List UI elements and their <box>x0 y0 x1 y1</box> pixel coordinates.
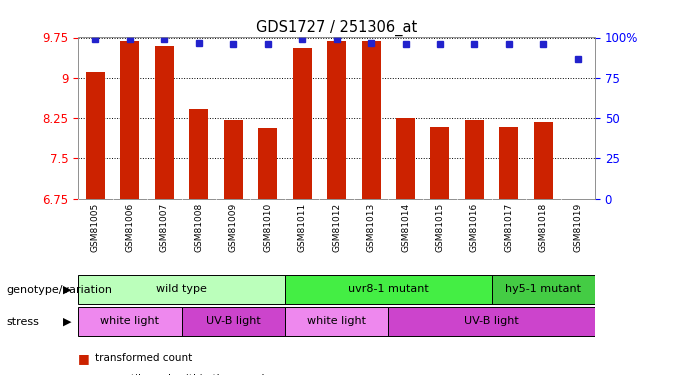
Text: GSM81015: GSM81015 <box>435 202 445 252</box>
Title: GDS1727 / 251306_at: GDS1727 / 251306_at <box>256 20 418 36</box>
Text: GSM81018: GSM81018 <box>539 202 548 252</box>
Text: GSM81007: GSM81007 <box>160 202 169 252</box>
Bar <box>492 275 595 304</box>
Bar <box>120 41 139 199</box>
Text: uvr8-1 mutant: uvr8-1 mutant <box>348 284 428 294</box>
Text: GSM81005: GSM81005 <box>91 202 100 252</box>
Text: UV-B light: UV-B light <box>464 316 519 326</box>
Bar <box>292 48 311 199</box>
Text: GSM81017: GSM81017 <box>505 202 513 252</box>
Text: white light: white light <box>307 316 366 326</box>
Text: GSM81019: GSM81019 <box>573 202 582 252</box>
Bar <box>430 127 449 199</box>
Text: ■: ■ <box>78 372 90 375</box>
Text: hy5-1 mutant: hy5-1 mutant <box>505 284 581 294</box>
Text: genotype/variation: genotype/variation <box>7 285 113 295</box>
Text: GSM81010: GSM81010 <box>263 202 272 252</box>
Bar <box>396 118 415 199</box>
Text: GSM81006: GSM81006 <box>125 202 135 252</box>
Bar <box>534 122 553 199</box>
Text: percentile rank within the sample: percentile rank within the sample <box>95 374 271 375</box>
Text: GSM81008: GSM81008 <box>194 202 203 252</box>
Text: GSM81014: GSM81014 <box>401 202 410 252</box>
Text: UV-B light: UV-B light <box>206 316 260 326</box>
Text: ▶: ▶ <box>63 285 71 295</box>
Text: GSM81011: GSM81011 <box>298 202 307 252</box>
Text: GSM81016: GSM81016 <box>470 202 479 252</box>
Text: wild type: wild type <box>156 284 207 294</box>
Bar <box>78 307 182 336</box>
Text: white light: white light <box>101 316 159 326</box>
Text: ▶: ▶ <box>63 316 71 327</box>
Text: GSM81009: GSM81009 <box>228 202 238 252</box>
Bar <box>86 72 105 199</box>
Bar <box>258 128 277 199</box>
Bar <box>224 120 243 199</box>
Text: GSM81012: GSM81012 <box>332 202 341 252</box>
Text: transformed count: transformed count <box>95 353 192 363</box>
Bar <box>499 127 518 199</box>
Bar <box>182 307 285 336</box>
Bar <box>327 41 346 199</box>
Bar <box>388 307 595 336</box>
Bar <box>78 275 285 304</box>
Bar <box>285 275 492 304</box>
Bar <box>362 41 381 199</box>
Text: GSM81013: GSM81013 <box>367 202 375 252</box>
Text: stress: stress <box>7 316 39 327</box>
Bar <box>285 307 388 336</box>
Bar <box>189 109 208 199</box>
Bar <box>465 120 484 199</box>
Bar <box>155 46 174 199</box>
Text: ■: ■ <box>78 352 90 364</box>
